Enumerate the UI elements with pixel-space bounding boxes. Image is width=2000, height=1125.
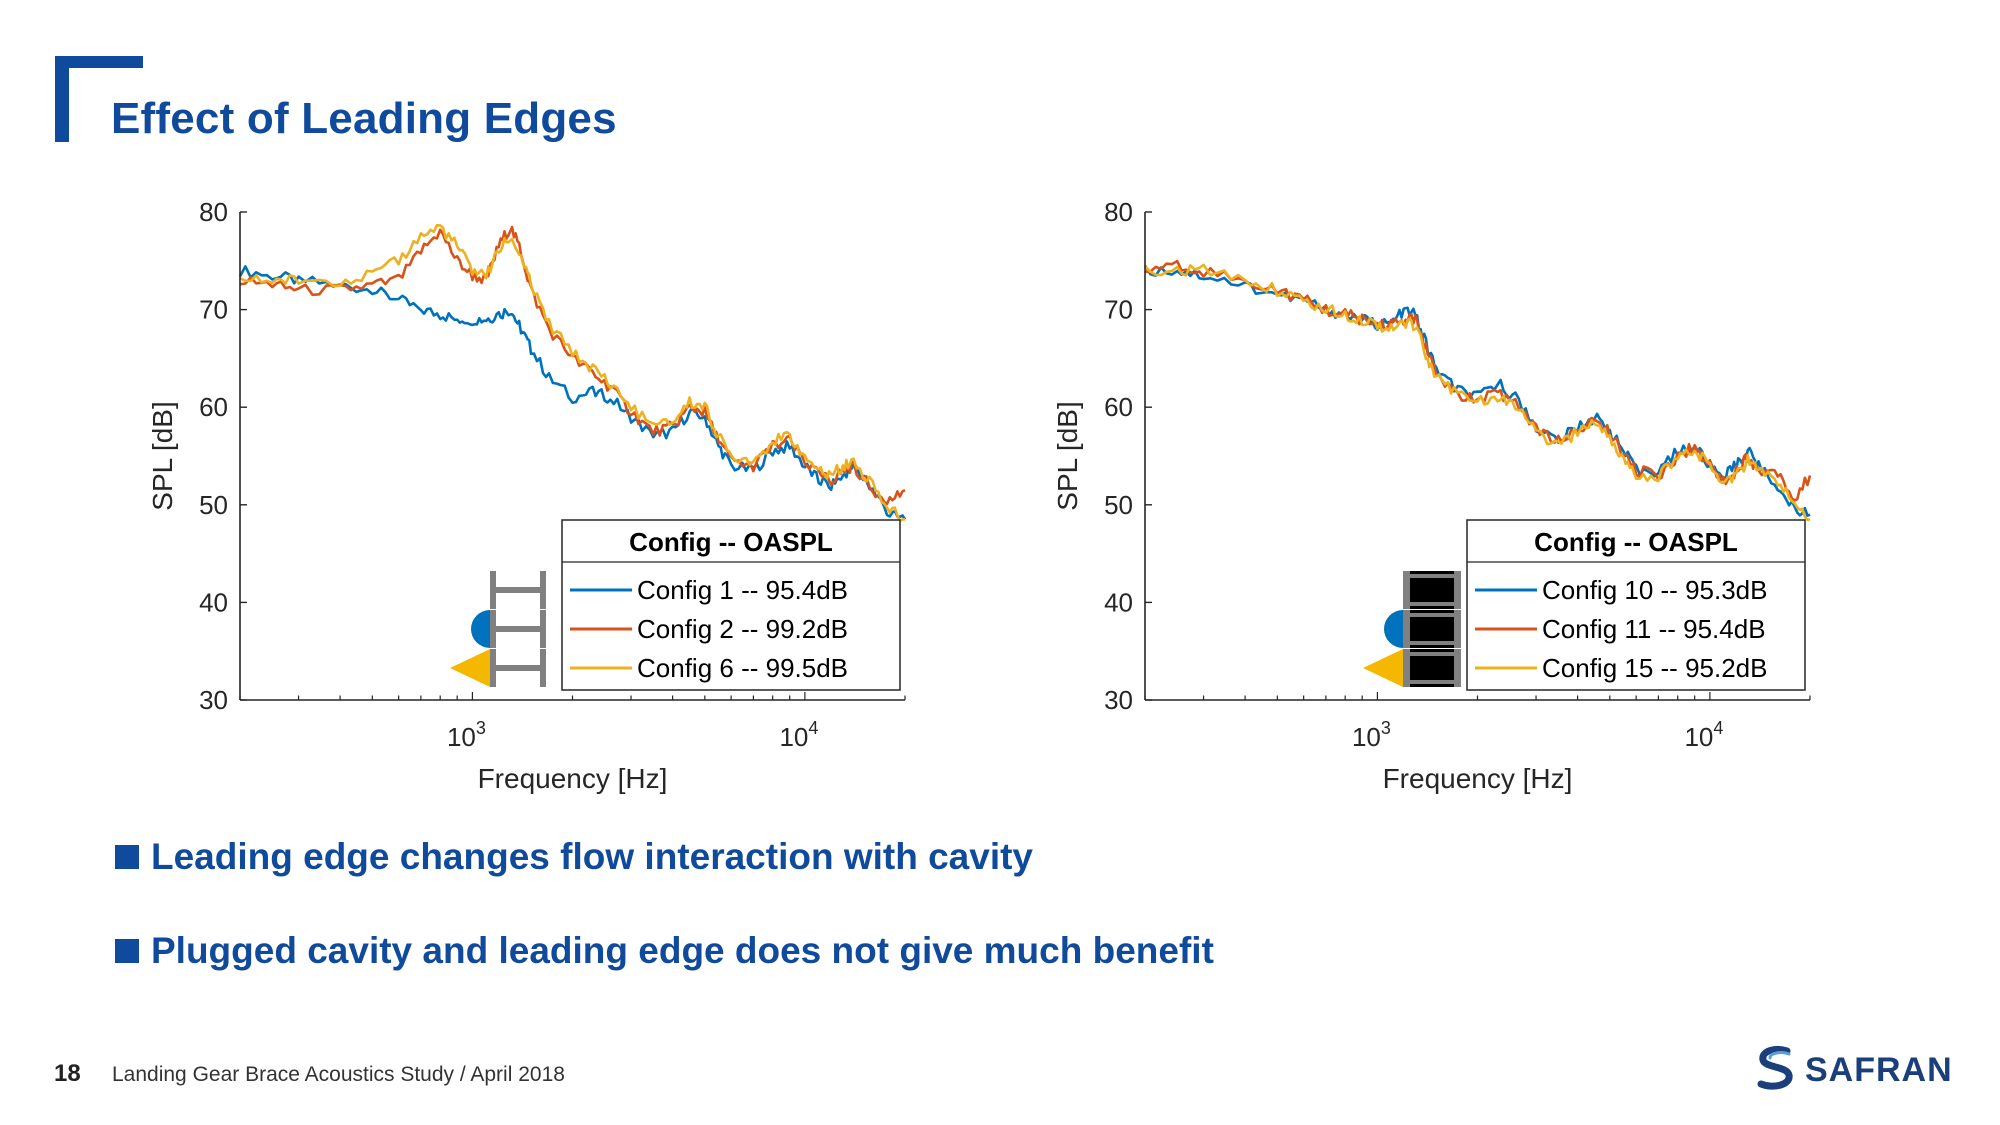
brace-flange	[1454, 610, 1461, 648]
x-tick-label: 103	[1352, 718, 1391, 752]
brace-flange	[490, 610, 496, 648]
x-tick-base: 10	[1352, 722, 1381, 752]
y-tick-label: 70	[199, 295, 228, 325]
brace-flange	[1403, 610, 1410, 648]
series-line	[238, 265, 907, 521]
plug-edge	[1410, 641, 1454, 645]
legend-entry: Config 15 -- 95.2dB	[1542, 653, 1767, 683]
brace-flange	[540, 571, 546, 609]
page-number: 18	[54, 1060, 81, 1087]
logo-text: SAFRAN	[1805, 1051, 1953, 1089]
brace-web	[496, 587, 540, 593]
x-tick-exponent: 4	[808, 718, 818, 738]
title-accent-horizontal	[55, 56, 143, 68]
y-tick-label: 60	[199, 392, 228, 422]
y-axis-label: SPL [dB]	[1052, 401, 1083, 510]
brace-web	[496, 626, 540, 632]
plug-edge	[1410, 613, 1454, 617]
x-tick-exponent: 3	[1381, 718, 1391, 738]
plug-edge	[1410, 602, 1454, 606]
legend-entry: Config 6 -- 99.5dB	[637, 653, 848, 683]
x-tick-exponent: 4	[1713, 718, 1723, 738]
x-tick-label: 104	[779, 718, 818, 752]
triangle-leading-edge-icon	[1363, 649, 1403, 687]
safran-logo: SAFRAN	[1755, 1045, 1960, 1095]
plug-edge	[1410, 680, 1454, 684]
y-tick-label: 80	[1104, 197, 1133, 227]
y-tick-label: 50	[1104, 490, 1133, 520]
bullet-list: Leading edge changes flow interaction wi…	[115, 832, 1214, 1020]
brace-flange	[1454, 649, 1461, 687]
brace-flange	[1403, 571, 1410, 609]
y-tick-label: 40	[199, 587, 228, 617]
chart-right: 80 70 60 50 40 30 103 104 Frequency [Hz] SPL [dB]…	[1025, 185, 1935, 825]
series-line	[1144, 259, 1812, 502]
series-line	[239, 223, 906, 523]
config-schematic	[450, 649, 546, 687]
plug-edge	[1410, 574, 1454, 578]
page-title: Effect of Leading Edges	[111, 94, 617, 143]
y-tick-label: 30	[199, 685, 228, 715]
config-schematic	[1403, 571, 1461, 609]
y-tick-label: 70	[1104, 295, 1133, 325]
legend-entry: Config 11 -- 95.4dB	[1542, 614, 1766, 644]
x-axis-label: Frequency [Hz]	[1383, 763, 1573, 794]
x-tick-base: 10	[1684, 722, 1713, 752]
config-schematic	[1384, 610, 1461, 648]
brace-flange	[490, 649, 496, 687]
y-axis-label: SPL [dB]	[147, 401, 178, 510]
config-schematic	[1363, 649, 1461, 687]
series-line	[1143, 264, 1811, 518]
safran-s-icon	[1757, 1045, 1793, 1090]
legend-box	[1466, 519, 1806, 691]
brace-flange	[1454, 571, 1461, 609]
x-tick-base: 10	[779, 722, 808, 752]
round-leading-edge-icon	[1384, 610, 1403, 648]
y-tick-label: 30	[1104, 685, 1133, 715]
bullet-text: Plugged cavity and leading edge does not…	[151, 930, 1214, 971]
series-line	[1144, 263, 1811, 522]
bullet-item: Plugged cavity and leading edge does not…	[115, 926, 1214, 1020]
chart-left: 80 70 60 50 40 30 103 104 Frequency [Hz] SPL [dB]…	[120, 185, 1030, 825]
bullet-item: Leading edge changes flow interaction wi…	[115, 832, 1214, 926]
bullet-square-icon	[115, 845, 139, 869]
legend-title: Config -- OASPL	[629, 527, 833, 557]
y-tick-label: 60	[1104, 392, 1133, 422]
brace-flange	[1403, 649, 1410, 687]
round-leading-edge-icon	[471, 610, 490, 648]
x-tick-exponent: 3	[476, 718, 486, 738]
x-tick-label: 103	[447, 718, 486, 752]
bullet-text: Leading edge changes flow interaction wi…	[151, 836, 1034, 877]
brace-flange	[540, 649, 546, 687]
triangle-leading-edge-icon	[450, 649, 490, 687]
legend-title: Config -- OASPL	[1534, 527, 1738, 557]
legend-entry: Config 2 -- 99.2dB	[637, 614, 848, 644]
plug-edge	[1410, 652, 1454, 656]
config-schematic	[471, 610, 546, 648]
brace-web	[496, 665, 540, 671]
x-tick-base: 10	[447, 722, 476, 752]
legend-entry: Config 10 -- 95.3dB	[1542, 575, 1767, 605]
title-accent-vertical	[55, 56, 69, 142]
brace-flange	[540, 610, 546, 648]
brace-flange	[490, 571, 496, 609]
x-tick-label: 104	[1684, 718, 1723, 752]
series-line	[239, 225, 906, 506]
bullet-square-icon	[115, 939, 139, 963]
footer-text: Landing Gear Brace Acoustics Study / Apr…	[112, 1063, 565, 1086]
y-tick-label: 50	[199, 490, 228, 520]
x-axis-label: Frequency [Hz]	[478, 763, 668, 794]
config-schematic	[490, 571, 546, 609]
y-tick-label: 80	[199, 197, 228, 227]
y-tick-label: 40	[1104, 587, 1133, 617]
legend-entry: Config 1 -- 95.4dB	[637, 575, 848, 605]
legend-box	[561, 519, 901, 691]
